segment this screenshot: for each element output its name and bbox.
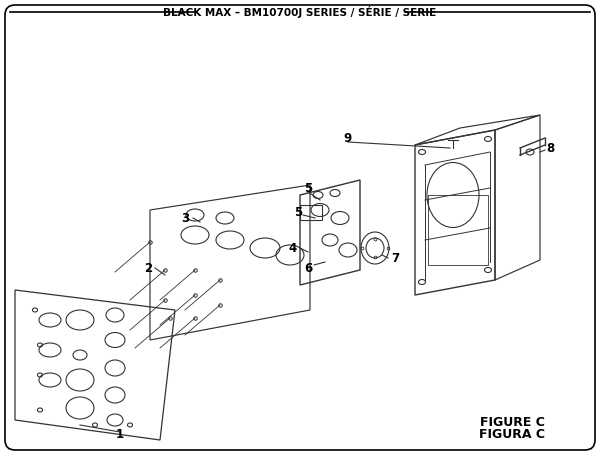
- Text: 6: 6: [304, 262, 312, 274]
- Text: 3: 3: [181, 212, 189, 224]
- Text: FIGURE C: FIGURE C: [480, 416, 545, 430]
- Text: BLACK MAX – BM10700J SERIES / SÉRIE / SERIE: BLACK MAX – BM10700J SERIES / SÉRIE / SE…: [163, 6, 437, 18]
- Text: 5: 5: [304, 182, 312, 194]
- Text: 5: 5: [294, 206, 302, 218]
- Text: 7: 7: [391, 252, 399, 264]
- Text: 8: 8: [546, 142, 554, 155]
- Text: 9: 9: [344, 131, 352, 145]
- Text: 2: 2: [144, 262, 152, 274]
- Text: 1: 1: [116, 429, 124, 441]
- Text: FIGURA C: FIGURA C: [479, 429, 545, 441]
- Text: 4: 4: [289, 242, 297, 254]
